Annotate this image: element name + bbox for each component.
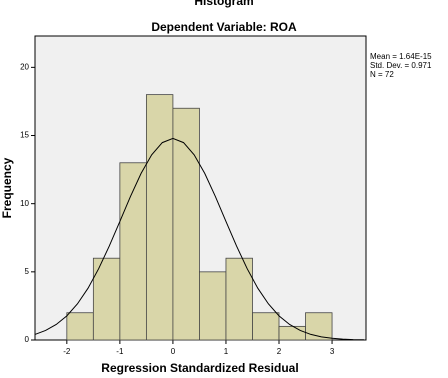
bar [199, 271, 227, 341]
bar [66, 312, 94, 341]
stat-label: Std. Dev. = 0.971 [370, 61, 432, 70]
stat-label: N = 72 [370, 70, 394, 79]
bar [278, 325, 306, 341]
x-tick-label: 0 [171, 347, 176, 356]
stat-label: Mean = 1.64E-15 [370, 52, 432, 61]
y-tick-label: 10 [20, 199, 29, 208]
y-tick-label: 20 [20, 62, 29, 71]
x-tick-label: 2 [277, 347, 282, 356]
y-tick-label: 0 [25, 335, 30, 344]
bar [252, 312, 280, 341]
x-tick-label: 3 [330, 347, 335, 356]
chart-subtitle: Dependent Variable: ROA [151, 20, 297, 34]
bar [225, 257, 253, 341]
bar [305, 312, 333, 341]
y-tick-label: 15 [20, 131, 29, 140]
y-tick-label: 5 [25, 267, 30, 276]
x-tick-label: 1 [224, 347, 229, 356]
bar [92, 257, 121, 341]
x-tick-label: -2 [63, 347, 71, 356]
bar [145, 94, 174, 341]
normal-curve [34, 137, 364, 341]
chart-title: Histogram [194, 0, 253, 8]
x-tick-label: -1 [116, 347, 124, 356]
bar [172, 107, 200, 341]
y-axis-label: Frequency [0, 157, 14, 218]
x-axis-label: Regression Standardized Residual [101, 361, 298, 375]
bar [119, 162, 147, 341]
